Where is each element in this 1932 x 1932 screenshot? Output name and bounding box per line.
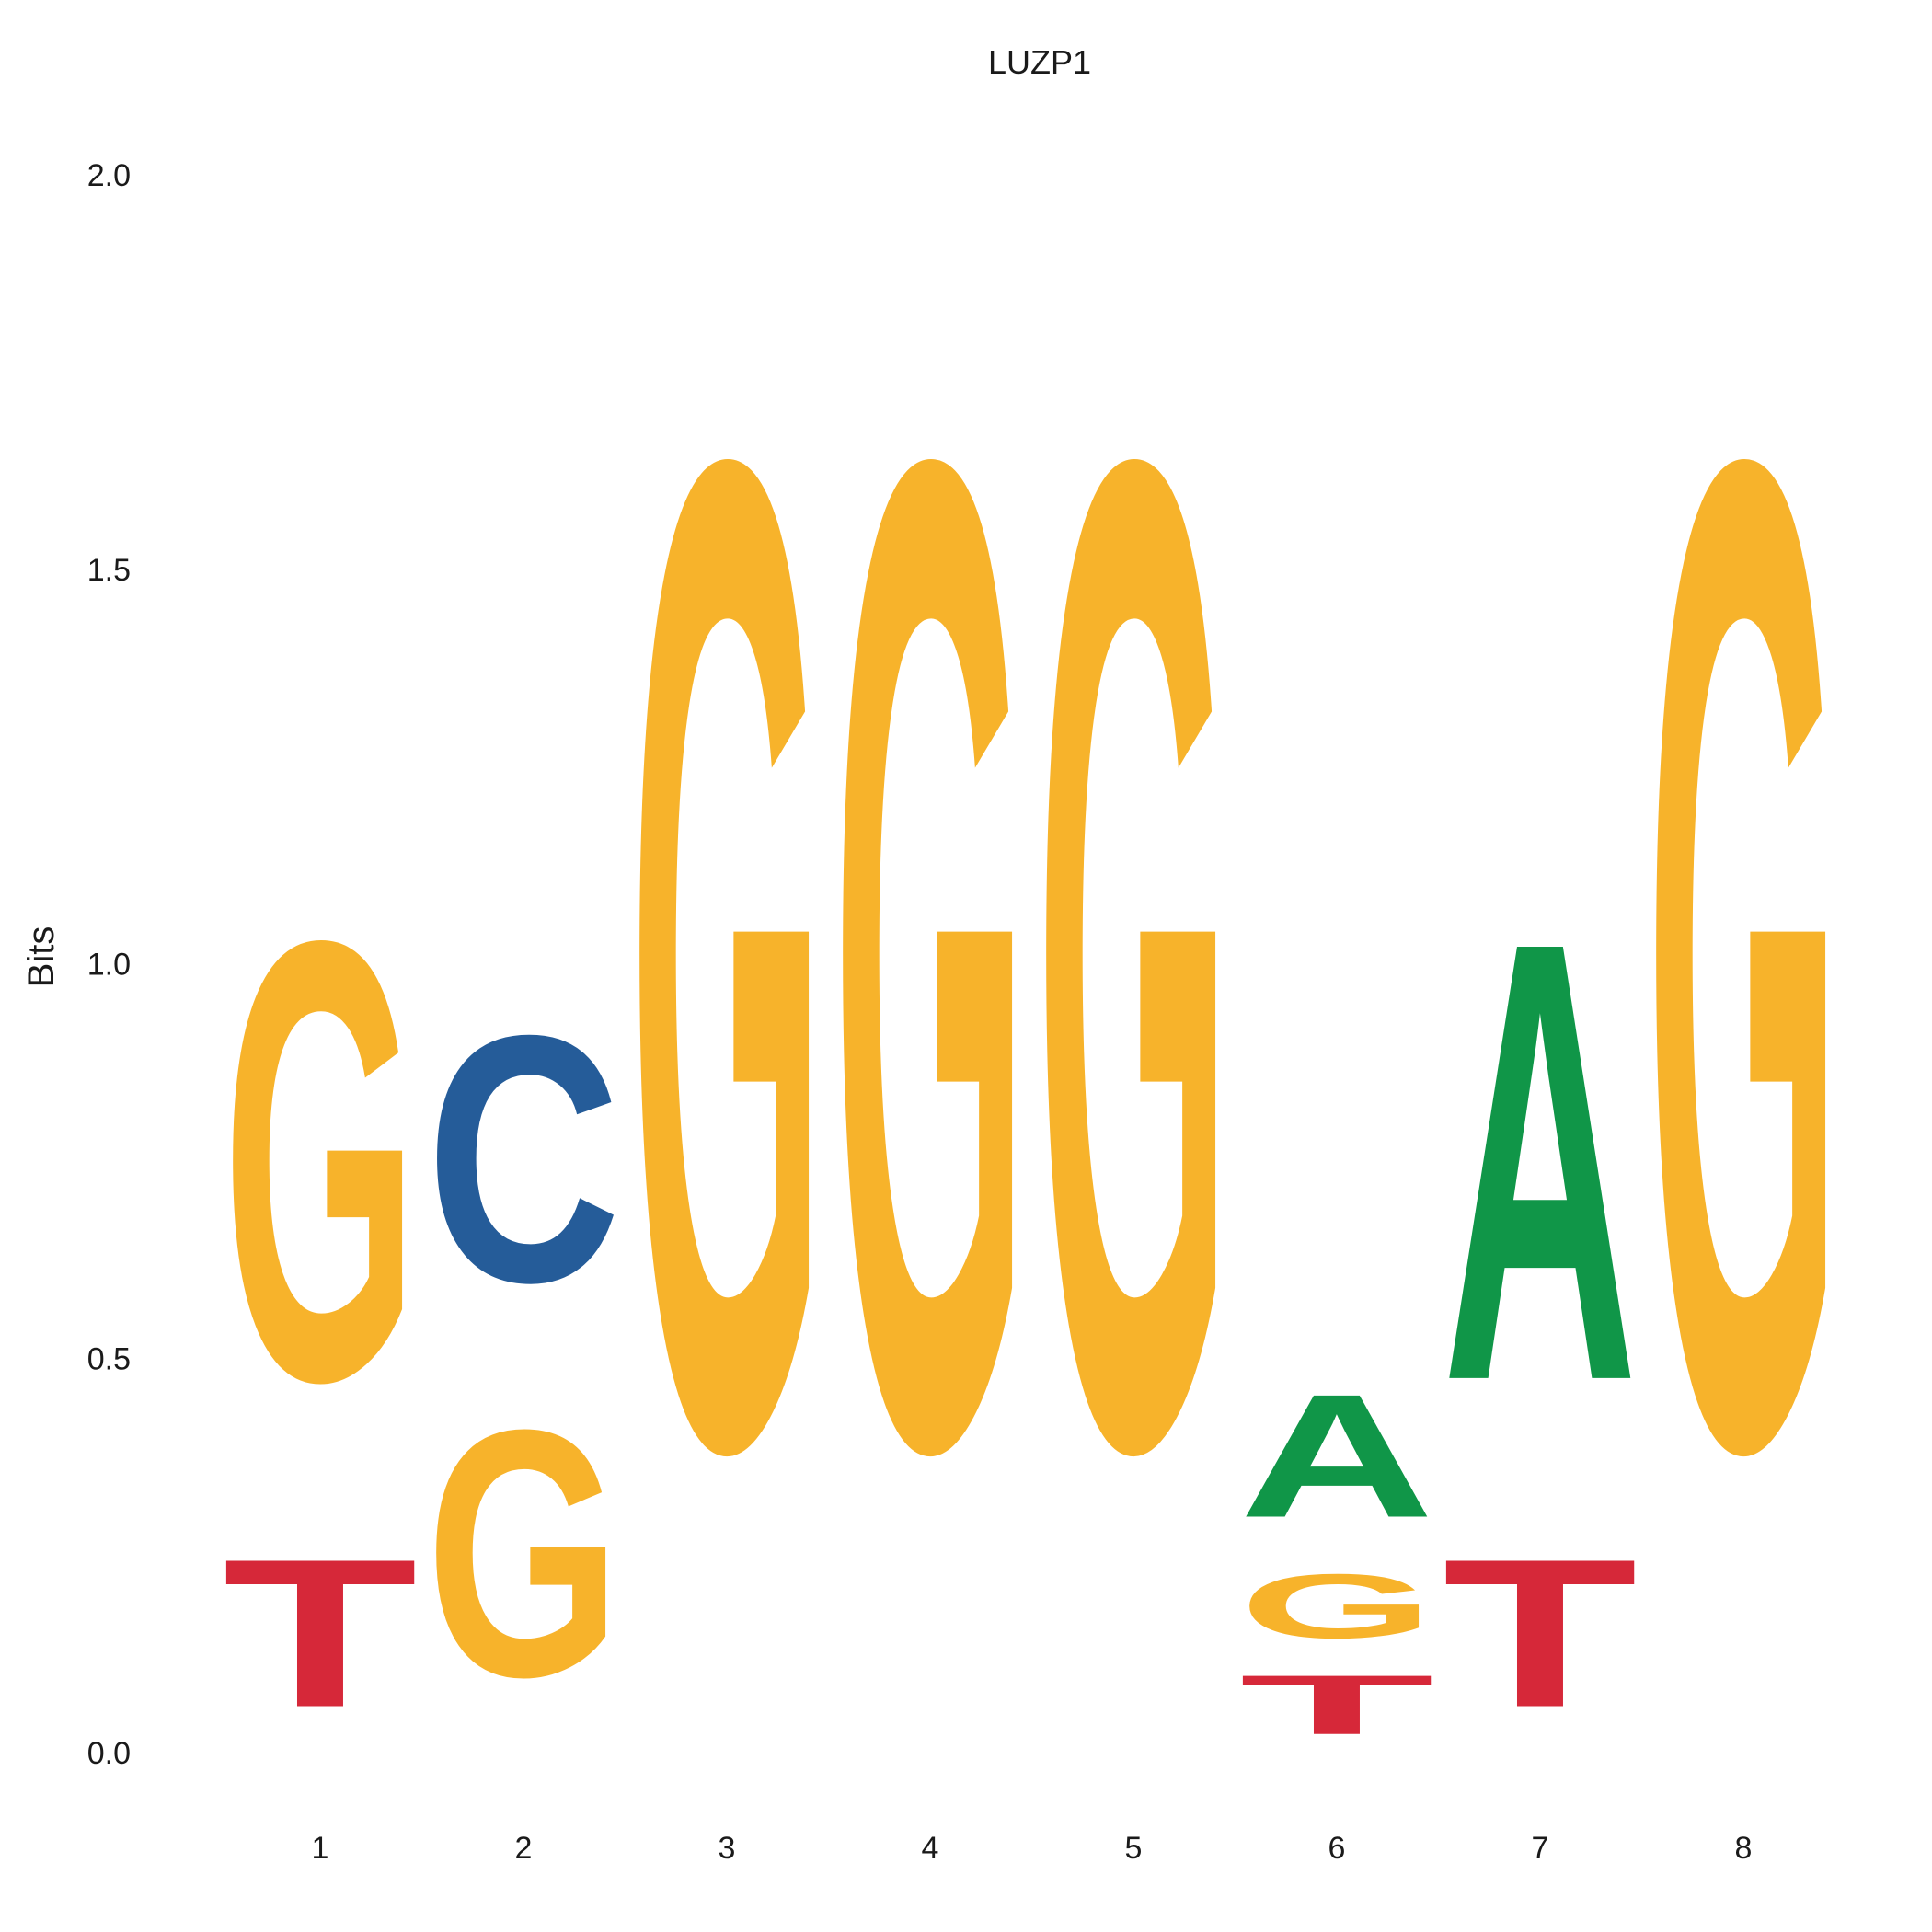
y-tick-label: 0.5 bbox=[87, 1341, 131, 1376]
x-tick-label: 5 bbox=[1125, 1831, 1143, 1866]
logo-letter-G-pos6: G bbox=[1239, 1555, 1434, 1657]
x-tick-label: 8 bbox=[1735, 1831, 1753, 1866]
logo-letter-T-pos7: T bbox=[1443, 1516, 1638, 1752]
logo-letter-A-pos7: A bbox=[1443, 811, 1638, 1512]
x-tick-label: 2 bbox=[515, 1831, 533, 1866]
y-axis-ticks: 0.0 0.5 1.0 1.5 2.0 bbox=[87, 158, 131, 1771]
logo-letter-G-pos3: G bbox=[629, 168, 824, 1742]
logo-letter-T-pos1: T bbox=[223, 1516, 418, 1752]
y-tick-label: 1.0 bbox=[87, 948, 131, 983]
x-tick-label: 1 bbox=[312, 1831, 329, 1866]
y-tick-label: 2.0 bbox=[87, 158, 131, 193]
x-tick-label: 7 bbox=[1532, 1831, 1549, 1866]
logo-letter-G-pos2: G bbox=[426, 1357, 621, 1750]
y-tick-label: 0.0 bbox=[87, 1736, 131, 1771]
logo-letter-G-pos8: G bbox=[1646, 168, 1841, 1742]
x-tick-label: 4 bbox=[922, 1831, 939, 1866]
logo-letter-G-pos1: G bbox=[223, 811, 418, 1512]
y-axis-label: Bits bbox=[21, 926, 62, 988]
logo-letter-G-pos5: G bbox=[1036, 168, 1231, 1742]
x-axis-ticks: 1 2 3 4 5 6 7 8 bbox=[312, 1831, 1753, 1866]
logo-letter-T-pos6: T bbox=[1239, 1658, 1434, 1753]
chart-title: LUZP1 bbox=[988, 43, 1091, 81]
logo-letter-C-pos2: C bbox=[426, 962, 621, 1356]
x-tick-label: 6 bbox=[1328, 1831, 1346, 1866]
logo-letter-G-pos4: G bbox=[833, 168, 1028, 1742]
logo-letter-A-pos6: A bbox=[1239, 1357, 1434, 1554]
y-tick-label: 1.5 bbox=[87, 553, 131, 588]
x-tick-label: 3 bbox=[719, 1831, 736, 1866]
